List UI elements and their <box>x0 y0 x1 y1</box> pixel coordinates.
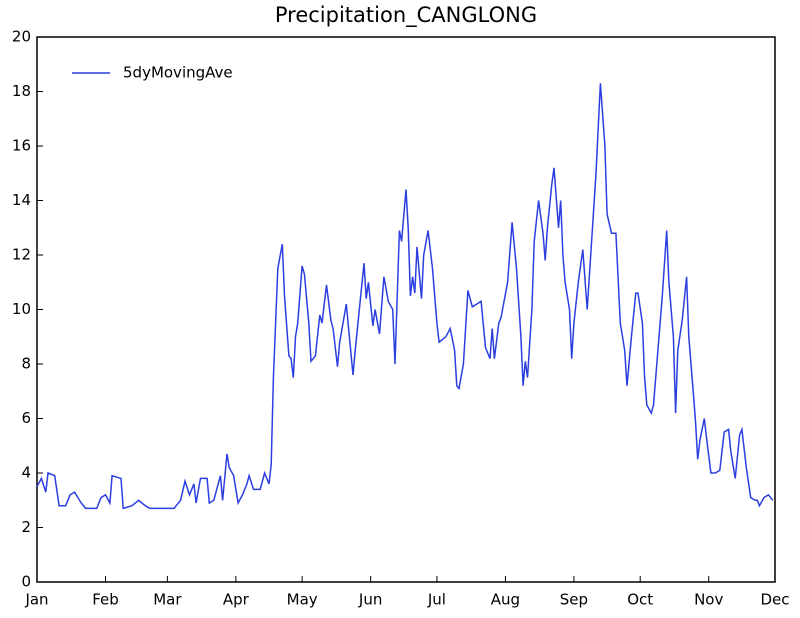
y-tick-label: 14 <box>12 191 31 209</box>
y-tick-label: 12 <box>12 246 31 264</box>
x-tick-label: Sep <box>560 591 588 609</box>
y-tick-label: 4 <box>21 464 31 482</box>
legend-label: 5dyMovingAve <box>123 64 233 82</box>
chart-title: Precipitation_CANGLONG <box>275 3 537 28</box>
y-tick-label: 10 <box>12 300 31 318</box>
y-tick-label: 6 <box>21 409 31 427</box>
x-tick-label: Jan <box>24 591 48 609</box>
plot-frame <box>36 36 776 583</box>
y-tick-label: 16 <box>12 137 31 155</box>
x-tick-label: Dec <box>760 591 789 609</box>
x-tick-label: Oct <box>627 591 653 609</box>
x-tick-label: Aug <box>491 591 520 609</box>
y-tick-label: 2 <box>21 518 31 536</box>
y-tick-label: 20 <box>12 28 31 46</box>
x-tick-label: Apr <box>223 591 250 609</box>
x-tick-label: Jun <box>358 591 382 609</box>
y-tick-label: 18 <box>12 82 31 100</box>
data-line <box>36 83 774 510</box>
x-tick-label: Nov <box>694 591 723 609</box>
y-tick-label: 0 <box>21 573 31 591</box>
x-tick-label: Mar <box>153 591 182 609</box>
y-tick-label: 8 <box>21 355 31 373</box>
x-tick-label: Feb <box>92 591 119 609</box>
x-tick-label: Jul <box>427 591 446 609</box>
x-tick-label: May <box>287 591 318 609</box>
